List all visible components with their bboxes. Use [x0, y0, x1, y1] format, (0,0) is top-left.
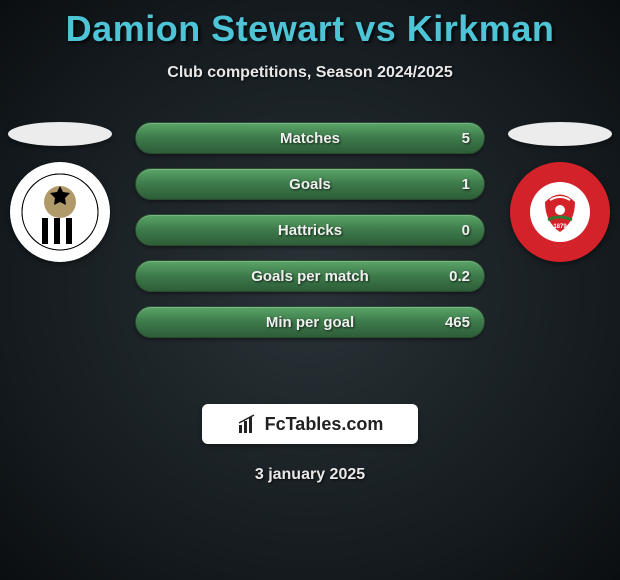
- stat-right-value: 0: [462, 222, 470, 239]
- subtitle: Club competitions, Season 2024/2025: [0, 64, 620, 82]
- right-club-badge: 1879: [510, 162, 610, 262]
- stat-right-value: 0.2: [449, 268, 470, 285]
- stat-label: Goals per match: [251, 268, 369, 285]
- logo-text: FcTables.com: [265, 414, 384, 435]
- right-player-column: 1879: [500, 122, 620, 262]
- page-title: Damion Stewart vs Kirkman: [0, 0, 620, 50]
- stat-label: Hattricks: [278, 222, 342, 239]
- stat-label: Goals: [289, 176, 331, 193]
- stat-right-value: 5: [462, 130, 470, 147]
- stat-row-goals-per-match: Goals per match 0.2: [135, 260, 485, 292]
- stat-label: Matches: [280, 130, 340, 147]
- chart-bars-icon: [237, 413, 259, 435]
- player-photo-placeholder: [508, 122, 612, 146]
- fctables-logo: FcTables.com: [202, 404, 418, 444]
- stat-right-value: 1: [462, 176, 470, 193]
- left-player-column: [0, 122, 120, 262]
- stat-label: Min per goal: [266, 314, 354, 331]
- comparison-content: 1879 Matches 5 Goals 1 Hattricks 0 Goals…: [0, 122, 620, 382]
- swindon-town-crest-icon: 1879: [520, 172, 600, 252]
- notts-county-crest-icon: [20, 172, 100, 252]
- stat-row-min-per-goal: Min per goal 465: [135, 306, 485, 338]
- svg-text:1879: 1879: [553, 224, 567, 230]
- player-photo-placeholder: [8, 122, 112, 146]
- stat-row-matches: Matches 5: [135, 122, 485, 154]
- stat-row-goals: Goals 1: [135, 168, 485, 200]
- stat-right-value: 465: [445, 314, 470, 331]
- left-club-badge: [10, 162, 110, 262]
- stats-list: Matches 5 Goals 1 Hattricks 0 Goals per …: [135, 122, 485, 338]
- stat-row-hattricks: Hattricks 0: [135, 214, 485, 246]
- date-text: 3 january 2025: [0, 466, 620, 484]
